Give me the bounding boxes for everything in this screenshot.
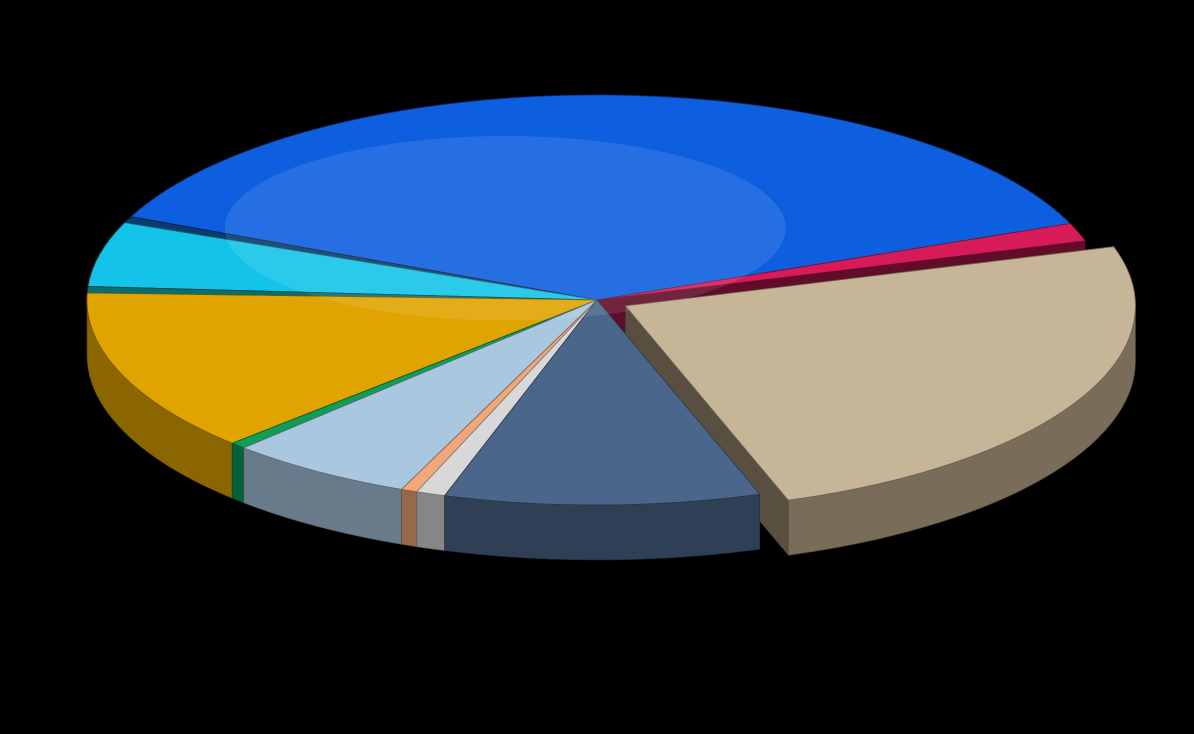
pie-outer-wall <box>402 489 417 546</box>
pie-highlight <box>225 136 786 321</box>
pie-chart-3d <box>0 0 1194 734</box>
pie-outer-wall <box>232 443 244 503</box>
pie-outer-wall <box>417 492 445 551</box>
